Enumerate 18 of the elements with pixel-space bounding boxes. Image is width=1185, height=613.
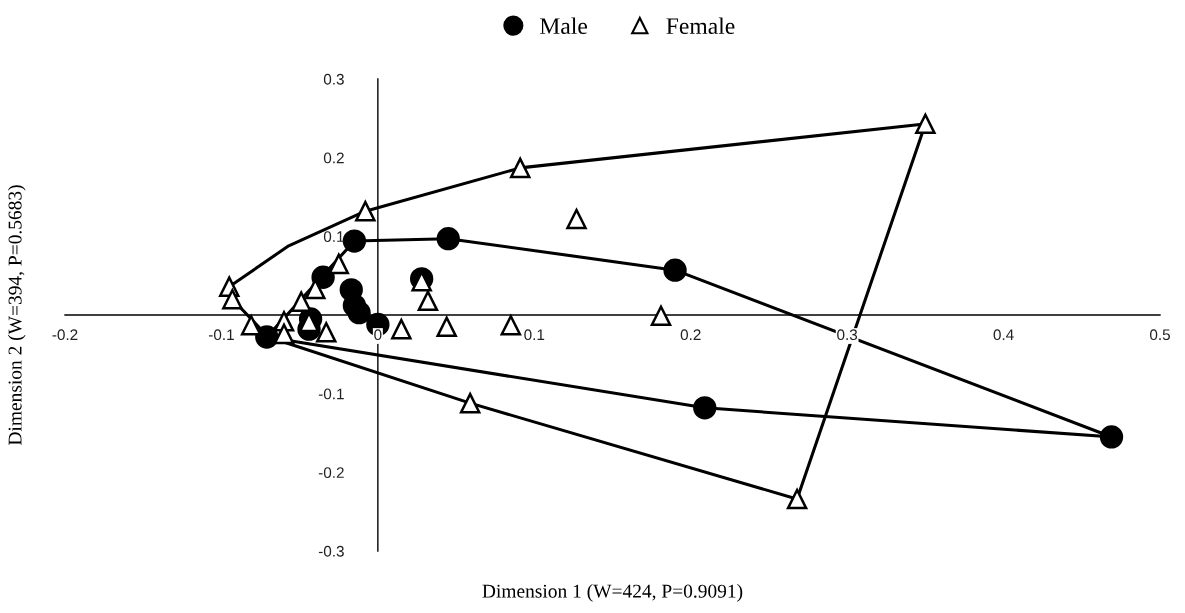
y-tick-label: 0.1 bbox=[323, 231, 344, 243]
legend-label: Female bbox=[666, 17, 735, 35]
y-tick-label: -0.2 bbox=[318, 467, 344, 479]
x-tick-label: -0.2 bbox=[52, 329, 78, 341]
x-tick-label: 0.5 bbox=[1149, 329, 1170, 341]
x-tick-label: 0 bbox=[374, 329, 382, 341]
x-tick-label: 0.4 bbox=[993, 329, 1014, 341]
y-tick-label: -0.1 bbox=[318, 388, 344, 400]
y-axis-title: Dimension 2 (W=394, P=0.5683) bbox=[7, 185, 26, 446]
legend-label: Male bbox=[540, 17, 588, 35]
x-tick-label: -0.1 bbox=[208, 329, 234, 341]
y-tick-label: -0.3 bbox=[318, 545, 344, 557]
x-tick-label: 0.2 bbox=[680, 329, 701, 341]
x-tick-label: 0.1 bbox=[524, 329, 545, 341]
y-tick-label: 0.2 bbox=[323, 152, 344, 164]
y-tick-label: 0.3 bbox=[323, 73, 344, 85]
x-axis-title: Dimension 1 (W=424, P=0.9091) bbox=[482, 584, 743, 602]
x-tick-label: 0.3 bbox=[837, 329, 858, 341]
